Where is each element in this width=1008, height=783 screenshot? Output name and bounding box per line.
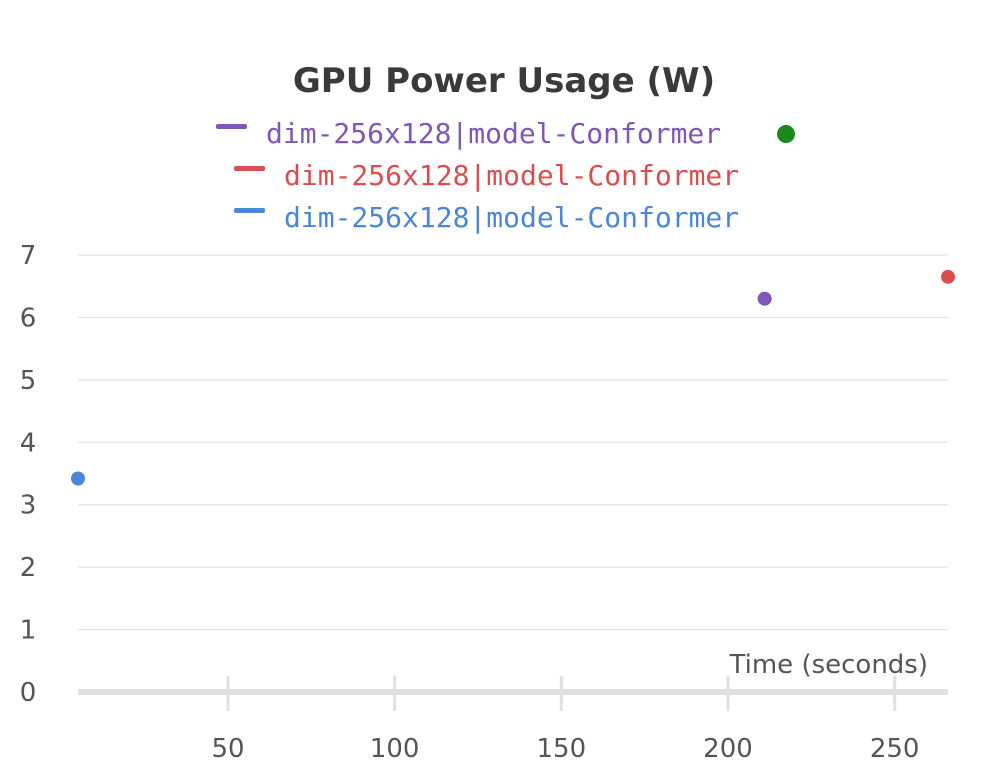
x-tick-label-2: 150	[537, 734, 587, 764]
y-tick-label-2: 2	[20, 553, 37, 583]
legend-swatch-2	[234, 208, 265, 213]
x-axis-title: Time (seconds)	[729, 650, 928, 680]
y-tick-label-3: 3	[20, 491, 37, 521]
x-tick-label-4: 250	[870, 734, 920, 764]
data-point-0-0	[757, 291, 772, 306]
y-tick-label-5: 5	[20, 366, 37, 396]
data-point-1-0	[941, 269, 955, 284]
x-tick-label-1: 100	[370, 734, 420, 764]
x-tick-labels: 50 100 150 200 250	[211, 734, 919, 764]
chart-title: GPU Power Usage (W)	[293, 61, 715, 101]
y-tick-label-4: 4	[20, 428, 37, 458]
legend-label-1: dim-256x128|model-Conformer	[284, 159, 739, 192]
y-tick-label-6: 6	[20, 303, 37, 333]
legend-swatch-0	[216, 124, 247, 129]
x-tick-label-0: 50	[211, 734, 244, 764]
legend-swatch-1	[234, 166, 265, 171]
legend-label-2: dim-256x128|model-Conformer	[284, 201, 739, 234]
grid-lines	[78, 254, 948, 631]
legend-status-indicator	[777, 125, 795, 143]
data-points	[71, 269, 955, 486]
y-tick-label-7: 7	[20, 241, 37, 271]
y-tick-labels: 0 1 2 3 4 5 6 7	[20, 241, 37, 708]
y-tick-label-0: 0	[20, 678, 37, 708]
y-tick-label-1: 1	[20, 616, 37, 646]
data-point-2-0	[71, 471, 85, 486]
x-ticks	[226, 676, 897, 711]
x-axis-line	[78, 689, 948, 695]
x-tick-label-3: 200	[703, 734, 753, 764]
legend: dim-256x128|model-Conformer dim-256x128|m…	[216, 117, 795, 234]
legend-label-0: dim-256x128|model-Conformer	[266, 117, 721, 150]
